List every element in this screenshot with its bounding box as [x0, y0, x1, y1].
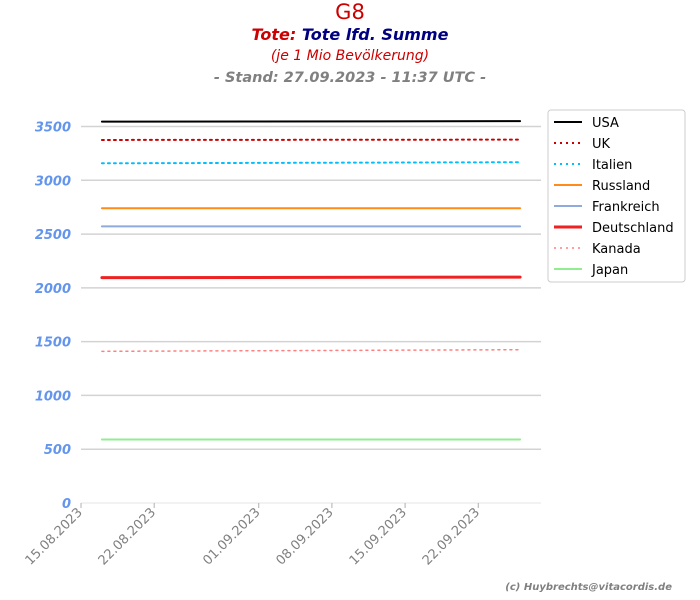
legend-label-usa: USA [592, 116, 619, 131]
subtitle-main: Tote lfd. Summe [301, 25, 449, 44]
series-line-deutschland [100, 275, 522, 280]
chart-title: G8 [335, 0, 365, 24]
series-line-italien [100, 161, 522, 165]
legend-label-uk: UK [592, 137, 611, 152]
y-tick-label: 3500 [35, 121, 71, 136]
legend-label-russland: Russland [592, 179, 650, 194]
legend-label-japan: Japan [591, 263, 628, 278]
y-tick-label: 0 [62, 497, 71, 512]
legend: USA UK Italien Russland Frankreich Deutschlan… [547, 109, 686, 283]
axes [80, 502, 541, 508]
y-tick-label: 1500 [35, 336, 71, 351]
x-tick-label: 01.09.2023 [200, 505, 263, 568]
y-tick-label: 3000 [35, 174, 71, 189]
legend-label-kanada: Kanada [592, 242, 641, 257]
y-tick-label: 2000 [35, 282, 71, 297]
legend-label-italien: Italien [592, 158, 632, 173]
series-line-usa [100, 120, 522, 123]
series-lines [100, 120, 522, 441]
x-tick-label: 22.08.2023 [96, 505, 159, 568]
x-tick-labels: 15.08.2023 22.08.2023 01.09.2023 08.09.2023… [23, 505, 484, 568]
x-tick-label: 08.09.2023 [273, 505, 336, 568]
y-tick-label: 1000 [35, 389, 71, 404]
x-tick-label: 15.08.2023 [23, 505, 86, 568]
y-tick-label: 500 [44, 443, 71, 458]
x-tick-label: 22.09.2023 [420, 505, 483, 568]
x-tick-label: 15.09.2023 [347, 505, 410, 568]
legend-label-frankreich: Frankreich [592, 200, 660, 215]
chart-subtitle: Tote: Tote lfd. Summe [0, 24, 700, 46]
legend-label-deutschland: Deutschland [592, 221, 674, 236]
credit-text: (c) Huybrechts@vitacordis.de [505, 582, 672, 593]
series-line-kanada [101, 348, 521, 353]
y-tick-label: 2500 [35, 228, 71, 243]
legend-box [547, 109, 686, 283]
grid-lines [81, 125, 541, 450]
stand-timestamp: - Stand: 27.09.2023 - 11:37 UTC - [213, 70, 487, 86]
subtitle-prefix: Tote: [251, 25, 297, 44]
subtitle-note: (je 1 Mio Bevölkerung) [270, 48, 430, 64]
y-tick-labels: 0 500 1000 1500 2000 2500 3000 3500 [35, 121, 71, 512]
